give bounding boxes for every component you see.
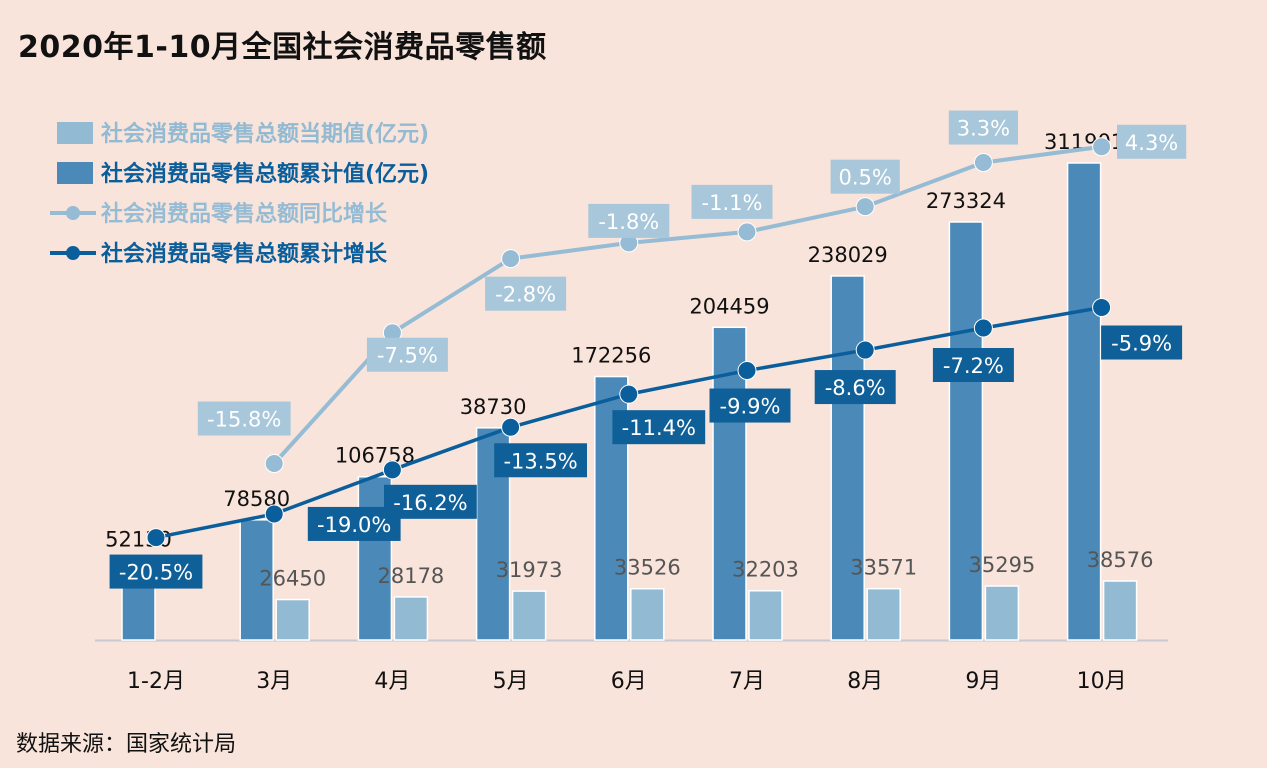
yoy-point xyxy=(737,222,757,242)
current-bar xyxy=(748,589,783,641)
yoy-point xyxy=(855,197,875,217)
current-bar-label: 35295 xyxy=(968,553,1035,577)
yoy-point xyxy=(264,454,284,474)
cumulative-bar xyxy=(948,221,984,641)
yoy-label-box xyxy=(691,184,773,219)
yoy-point xyxy=(1092,137,1112,157)
cumulative-bar-label: 238029 xyxy=(808,243,888,267)
cumulative-growth-point xyxy=(382,460,402,480)
cumulative-bar xyxy=(239,519,274,641)
cumulative-growth-point xyxy=(973,318,993,338)
category-label: 3月 xyxy=(256,669,292,694)
category-label: 4月 xyxy=(374,669,410,694)
cumulative-growth-label: -8.6% xyxy=(825,376,886,400)
cumulative-growth-label: -13.5% xyxy=(503,449,577,473)
cumulative-bar-label: 106758 xyxy=(335,444,415,468)
current-bar-label: 28178 xyxy=(377,564,444,588)
cumulative-growth-label: -19.0% xyxy=(317,513,391,537)
current-bar xyxy=(866,587,901,641)
yoy-label-box xyxy=(830,159,900,194)
legend-label-yoy: 社会消费品零售总额同比增长 xyxy=(101,201,388,227)
yoy-label-box xyxy=(485,276,567,311)
current-bar-label: 32203 xyxy=(732,558,799,582)
cumulative-growth-label-box xyxy=(384,484,477,519)
cumulative-bar xyxy=(712,326,747,641)
yoy-line xyxy=(272,144,1102,465)
chart-title: 2020年1-10月全国社会消费品零售额 xyxy=(18,30,547,65)
cumulative-growth-label-box xyxy=(494,443,587,478)
yoy-label-box xyxy=(948,110,1018,145)
current-bar-label: 33526 xyxy=(614,556,681,580)
legend-label-cumulative: 社会消费品零售总额累计值(亿元) xyxy=(101,161,429,187)
yoy-label: 4.3% xyxy=(1125,131,1178,155)
cumulative-growth-point xyxy=(501,417,521,437)
cumulative-growth-point xyxy=(619,384,639,404)
current-bar xyxy=(984,585,1020,641)
yoy-label-box xyxy=(197,401,291,436)
cumulative-growth-label: -9.9% xyxy=(720,395,781,419)
cumulative-growth-point xyxy=(1092,298,1112,318)
current-bar-label: 26450 xyxy=(259,567,326,591)
cumulative-growth-label: -5.9% xyxy=(1111,332,1172,356)
yoy-label: -1.1% xyxy=(702,191,763,215)
current-bar-label: 38576 xyxy=(1087,548,1154,572)
legend-marker-cumulative-growth xyxy=(66,246,80,260)
cumulative-growth-label-box xyxy=(814,370,896,405)
current-bar xyxy=(511,590,547,641)
category-label: 10月 xyxy=(1077,669,1127,694)
yoy-point xyxy=(501,249,521,269)
current-bar-label: 33571 xyxy=(850,556,917,580)
legend-label-current: 社会消费品零售总额当期值(亿元) xyxy=(101,121,429,147)
category-label: 8月 xyxy=(847,669,883,694)
cumulative-growth-label: -7.2% xyxy=(943,354,1004,378)
cumulative-growth-point xyxy=(737,361,757,381)
legend-label-cumulative-growth: 社会消费品零售总额累计增长 xyxy=(101,241,388,267)
category-label: 7月 xyxy=(729,669,765,694)
category-label: 9月 xyxy=(965,669,1001,694)
cumulative-growth-point xyxy=(855,340,875,360)
yoy-label: 0.5% xyxy=(839,166,892,190)
category-label: 6月 xyxy=(611,669,647,694)
yoy-point xyxy=(973,153,993,173)
cumulative-bar-label: 273324 xyxy=(926,189,1006,213)
cumulative-growth-label: -20.5% xyxy=(119,561,193,585)
yoy-label: -15.8% xyxy=(207,408,281,432)
cumulative-growth-label-box xyxy=(612,410,706,445)
cumulative-growth-point xyxy=(146,528,166,548)
cumulative-growth-label-box xyxy=(1101,325,1183,360)
current-bar-label: 31973 xyxy=(496,558,563,582)
yoy-label-box xyxy=(588,203,670,238)
legend-marker-yoy xyxy=(66,206,80,220)
cumulative-growth-label: -16.2% xyxy=(393,491,467,515)
current-bar xyxy=(1102,580,1138,641)
cumulative-growth-label: -11.4% xyxy=(622,416,696,440)
yoy-label: -1.8% xyxy=(598,210,659,234)
yoy-label: -7.5% xyxy=(377,344,438,368)
cumulative-growth-label-box xyxy=(109,554,203,589)
cumulative-bar xyxy=(830,275,865,641)
data-source: 数据来源：国家统计局 xyxy=(16,732,237,757)
legend-swatch-current xyxy=(57,122,93,144)
cumulative-growth-label-box xyxy=(932,348,1014,382)
legend-swatch-cumulative xyxy=(57,162,93,184)
cumulative-bar-label: 38730 xyxy=(460,395,527,419)
yoy-label-box xyxy=(1117,124,1187,159)
yoy-label: 3.3% xyxy=(957,117,1010,141)
cumulative-growth-label-box xyxy=(709,388,791,423)
current-bar xyxy=(393,596,429,641)
category-label: 5月 xyxy=(493,669,529,694)
cumulative-bar xyxy=(1066,162,1102,641)
cumulative-bar-label: 172256 xyxy=(571,344,651,368)
category-label: 1-2月 xyxy=(127,669,185,694)
cumulative-bar-label: 204459 xyxy=(689,294,769,318)
current-bar xyxy=(630,587,665,641)
current-bar xyxy=(275,598,310,641)
yoy-label-box xyxy=(366,337,448,372)
yoy-label: -2.8% xyxy=(495,283,556,307)
cumulative-growth-point xyxy=(264,504,284,524)
